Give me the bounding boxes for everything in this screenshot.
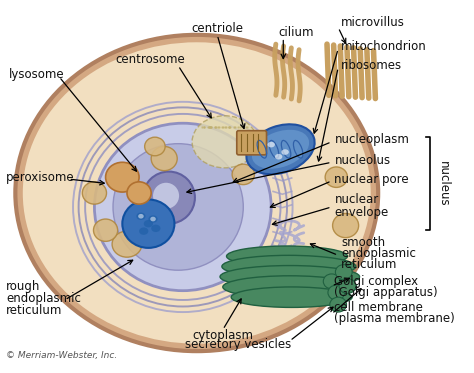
Ellipse shape [192, 116, 257, 168]
Text: Golgi complex: Golgi complex [335, 275, 419, 288]
Ellipse shape [82, 182, 107, 204]
Text: reticulum: reticulum [6, 304, 63, 317]
Text: ribosomes: ribosomes [341, 59, 402, 72]
Ellipse shape [328, 285, 345, 300]
Ellipse shape [220, 266, 360, 288]
Text: cytoplasm: cytoplasm [192, 329, 253, 342]
Text: centriole: centriole [191, 22, 243, 35]
Ellipse shape [113, 144, 243, 270]
Ellipse shape [336, 264, 352, 279]
Text: smooth: smooth [341, 236, 385, 249]
Ellipse shape [148, 215, 158, 223]
Text: secretory vesicles: secretory vesicles [185, 338, 292, 351]
Ellipse shape [151, 225, 161, 232]
Ellipse shape [323, 274, 340, 289]
Text: nuclear: nuclear [335, 193, 379, 206]
Text: nucleoplasm: nucleoplasm [335, 134, 410, 147]
Text: mitochondrion: mitochondrion [341, 40, 427, 53]
Text: nucleus: nucleus [437, 161, 450, 207]
Text: cell membrane: cell membrane [335, 301, 423, 314]
Text: microvillus: microvillus [341, 16, 405, 29]
Text: nucleolus: nucleolus [335, 154, 391, 167]
Ellipse shape [112, 231, 142, 257]
Ellipse shape [106, 162, 139, 192]
Ellipse shape [144, 220, 153, 228]
Ellipse shape [330, 297, 346, 312]
Ellipse shape [151, 147, 177, 171]
Ellipse shape [23, 42, 371, 344]
Ellipse shape [127, 182, 151, 204]
Text: endoplasmic: endoplasmic [341, 247, 416, 260]
Text: cilium: cilium [279, 25, 314, 38]
Text: lysosome: lysosome [9, 68, 64, 81]
Ellipse shape [282, 149, 289, 155]
Ellipse shape [145, 137, 165, 156]
Ellipse shape [93, 219, 118, 241]
Text: © Merriam-Webster, Inc.: © Merriam-Webster, Inc. [6, 351, 117, 360]
Ellipse shape [227, 246, 347, 266]
Ellipse shape [139, 228, 148, 235]
Ellipse shape [222, 256, 356, 278]
Ellipse shape [232, 164, 255, 185]
Ellipse shape [143, 172, 195, 224]
Ellipse shape [333, 213, 359, 238]
Ellipse shape [94, 123, 271, 291]
FancyBboxPatch shape [237, 131, 266, 155]
Ellipse shape [267, 142, 275, 147]
Ellipse shape [252, 130, 309, 169]
Ellipse shape [275, 154, 283, 160]
Ellipse shape [138, 214, 144, 219]
Text: envelope: envelope [335, 206, 389, 219]
Ellipse shape [137, 213, 146, 220]
Text: nuclear pore: nuclear pore [335, 173, 409, 185]
Text: endoplasmic: endoplasmic [6, 292, 81, 305]
Ellipse shape [223, 276, 357, 298]
Text: peroxisome: peroxisome [6, 171, 75, 184]
Ellipse shape [231, 287, 352, 307]
Ellipse shape [339, 279, 356, 294]
Text: (plasma membrane): (plasma membrane) [335, 312, 455, 325]
Ellipse shape [246, 124, 315, 174]
Text: centrosome: centrosome [115, 53, 185, 66]
Ellipse shape [122, 200, 174, 248]
Ellipse shape [150, 217, 156, 221]
Text: (Golgi apparatus): (Golgi apparatus) [335, 286, 438, 299]
Text: reticulum: reticulum [341, 258, 397, 271]
Ellipse shape [153, 183, 179, 209]
Text: rough: rough [6, 279, 40, 292]
Ellipse shape [15, 35, 378, 351]
Ellipse shape [325, 167, 347, 187]
